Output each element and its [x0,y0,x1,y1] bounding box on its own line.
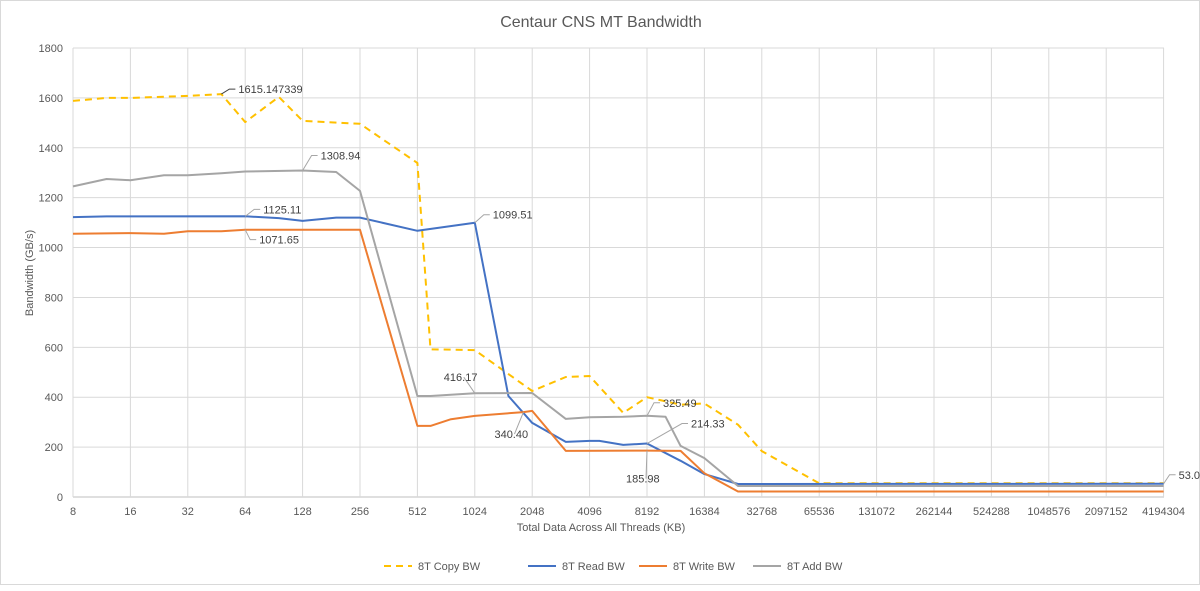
x-tick-label: 1024 [463,506,487,518]
data-label-leader [474,214,490,224]
series-line-8t-read-bw [72,215,1164,485]
x-tick-label: 4096 [577,506,601,518]
y-tick-label: 1400 [39,143,63,155]
x-tick-label: 524288 [973,506,1010,518]
series-line-8t-copy-bw [72,93,1164,485]
data-label: 1099.51 [493,210,533,222]
y-tick-label: 400 [45,392,63,404]
data-label-leader [302,154,318,171]
x-tick-label: 32768 [747,506,778,518]
data-label: 340.40 [494,429,528,441]
x-tick-label: 131072 [858,506,895,518]
y-tick-label: 1600 [39,93,63,105]
x-tick-label: 262144 [916,506,953,518]
legend-item: 8T Write BW [673,561,736,573]
x-axis-label: Total Data Across All Threads (KB) [517,522,686,534]
legend-item: 8T Read BW [562,561,625,573]
x-tick-label: 1048576 [1027,506,1070,518]
data-label-leader [1163,474,1176,485]
data-label: 185.98 [626,474,660,486]
data-label-leader [645,450,648,479]
data-label-leader [244,208,261,217]
data-label-leader [221,88,236,95]
legend-item: 8T Add BW [787,561,843,573]
x-tick-label: 64 [239,506,251,518]
x-tick-label: 256 [351,506,369,518]
y-tick-label: 200 [45,442,63,454]
data-label-leader [244,229,257,241]
x-tick-label: 512 [408,506,426,518]
chart-title: Centaur CNS MT Bandwidth [500,14,702,31]
x-tick-label: 128 [293,506,311,518]
y-tick-label: 0 [57,492,63,504]
y-tick-label: 800 [45,292,63,304]
x-tick-label: 8192 [635,506,659,518]
data-label-leader [463,376,476,394]
x-tick-label: 8 [70,506,76,518]
x-tick-label: 2097152 [1085,506,1128,518]
data-label-leader [646,423,688,444]
y-axis-label: Bandwidth (GB/s) [24,230,36,316]
data-label: 1071.65 [259,235,299,247]
data-label: 1125.11 [263,204,301,216]
y-tick-label: 600 [45,342,63,354]
x-tick-label: 32 [182,506,194,518]
x-tick-label: 4194304 [1142,506,1185,518]
series-line-8t-write-bw [72,228,1164,493]
data-label: 214.33 [691,419,725,431]
data-label: 53.01 [1179,470,1200,482]
series-line-8t-add-bw [72,169,1164,487]
y-tick-label: 1800 [39,43,63,55]
x-tick-label: 65536 [804,506,835,518]
data-label: 1615.147339 [238,84,302,96]
data-label-leader [646,402,660,417]
legend-item: 8T Copy BW [418,561,481,573]
x-tick-label: 2048 [520,506,544,518]
x-tick-label: 16 [124,506,136,518]
x-tick-label: 16384 [689,506,720,518]
data-label: 1308.94 [321,150,361,162]
y-tick-label: 1200 [39,193,63,205]
data-label-leader [514,411,524,435]
data-label: 416.17 [444,372,478,384]
data-label: 325.49 [663,398,697,410]
y-tick-label: 1000 [39,243,63,255]
